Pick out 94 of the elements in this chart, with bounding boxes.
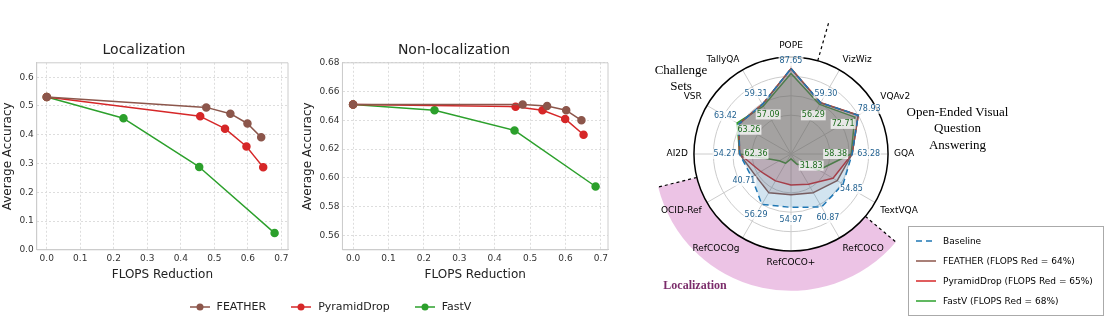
y-tick-label: 0.3 xyxy=(19,157,34,168)
point xyxy=(258,162,268,172)
text: 54.85 xyxy=(840,184,863,194)
x-axis-title: FLOPS Reduction xyxy=(424,266,526,281)
x-tick-label: 0.2 xyxy=(106,252,121,263)
point xyxy=(220,124,230,133)
chart-title: Non-localization xyxy=(397,41,511,58)
text: 40.71 xyxy=(732,176,756,186)
x-tick-label: 0.6 xyxy=(240,252,256,263)
y-axis-title: Average Accuracy xyxy=(300,102,315,211)
chart-title: Localization xyxy=(102,41,186,58)
text: 78.93 xyxy=(857,103,881,113)
legend-label: Baseline xyxy=(943,236,982,246)
text: 58.38 xyxy=(824,149,848,159)
text: 54.97 xyxy=(779,215,803,225)
spoke-label: TallyQA xyxy=(705,53,741,64)
spoke-label: RefCOCOg xyxy=(692,242,740,253)
x-tick-label: 0.2 xyxy=(416,252,432,263)
text: 63.42 xyxy=(713,111,737,121)
text: 87.65 xyxy=(779,55,803,65)
point xyxy=(577,116,586,125)
point xyxy=(243,119,252,128)
x-tick-label: 0.7 xyxy=(593,252,609,263)
spoke-label: VizWiz xyxy=(842,53,872,64)
spoke-label: AI2D xyxy=(666,148,689,159)
legend-label: FEATHER (FLOPS Red = 64%) xyxy=(943,256,1075,266)
point xyxy=(256,133,266,142)
spoke-label: TextVQA xyxy=(879,205,919,216)
point xyxy=(591,182,600,191)
point xyxy=(194,162,204,172)
text: 31.83 xyxy=(799,160,823,170)
y-tick-label: 0.56 xyxy=(319,229,340,240)
point xyxy=(579,130,588,139)
x-tick-label: 0.5 xyxy=(522,252,538,263)
x-tick-label: 0.7 xyxy=(274,252,289,263)
point xyxy=(510,126,519,135)
legend-label: FEATHER xyxy=(215,300,267,313)
spoke-label: POPE xyxy=(779,39,804,50)
y-tick-label: 0.68 xyxy=(319,57,340,68)
x-tick-label: 0.0 xyxy=(39,252,55,263)
text: 59.30 xyxy=(814,88,838,98)
y-tick-label: 0.60 xyxy=(319,172,340,183)
y-tick-label: 0.1 xyxy=(19,215,34,226)
text: Localization xyxy=(662,278,728,293)
text: 57.09 xyxy=(756,109,780,119)
point xyxy=(560,114,570,124)
x-tick-label: 0.3 xyxy=(452,252,467,263)
x-tick-label: 0.6 xyxy=(558,252,573,263)
x-tick-label: 0.4 xyxy=(173,252,189,263)
text: 54.27 xyxy=(713,149,737,159)
x-tick-label: 0.1 xyxy=(381,252,396,263)
text: 72.71 xyxy=(831,118,855,128)
text: 63.28 xyxy=(857,149,881,159)
y-tick-label: 0.58 xyxy=(319,200,340,211)
point xyxy=(242,142,251,151)
x-tick-label: 0.3 xyxy=(140,252,155,263)
point xyxy=(195,112,205,121)
y-tick-label: 0.5 xyxy=(19,100,34,111)
spoke-label: RefCOCO+ xyxy=(766,256,816,267)
point xyxy=(226,109,235,118)
y-tick-label: 0.2 xyxy=(19,186,34,197)
spoke-label: VQAv2 xyxy=(880,91,911,102)
legend-label: PyramidDrop (FLOPS Red = 65%) xyxy=(943,276,1093,286)
y-axis-title: Average Accuracy xyxy=(0,102,15,211)
legend-label: PyramidDrop xyxy=(317,300,390,313)
point xyxy=(518,100,527,109)
text: 62.36 xyxy=(744,149,768,159)
spoke-label: VSR xyxy=(683,91,702,102)
y-tick-label: 0.4 xyxy=(19,129,34,140)
y-tick-label: 0.62 xyxy=(319,143,340,154)
point xyxy=(202,103,211,112)
point xyxy=(430,106,439,115)
x-tick-label: 0.1 xyxy=(73,252,88,263)
point xyxy=(119,114,128,123)
y-tick-label: 0.0 xyxy=(19,244,34,255)
y-tick-label: 0.66 xyxy=(319,85,340,96)
text: 60.87 xyxy=(816,212,840,222)
legend-label: FastV xyxy=(440,300,472,313)
x-tick-label: 0.5 xyxy=(207,252,222,263)
point xyxy=(542,101,552,111)
legend-label: FastV (FLOPS Red = 68%) xyxy=(943,296,1059,306)
x-tick-label: 0.4 xyxy=(487,252,503,263)
point xyxy=(561,106,571,115)
text: 63.26 xyxy=(737,124,761,134)
spoke-label: OCID-Ref xyxy=(660,205,703,216)
x-tick-label: 0.0 xyxy=(345,252,361,263)
y-tick-label: 0.64 xyxy=(319,114,340,125)
spoke-label: RefCOCO xyxy=(842,242,884,253)
text: 56.29 xyxy=(744,209,768,219)
text: 56.29 xyxy=(801,110,825,120)
text: 59.31 xyxy=(744,88,768,98)
y-tick-label: 0.6 xyxy=(19,71,34,82)
point xyxy=(270,228,279,238)
x-axis-title: FLOPS Reduction xyxy=(111,266,213,281)
